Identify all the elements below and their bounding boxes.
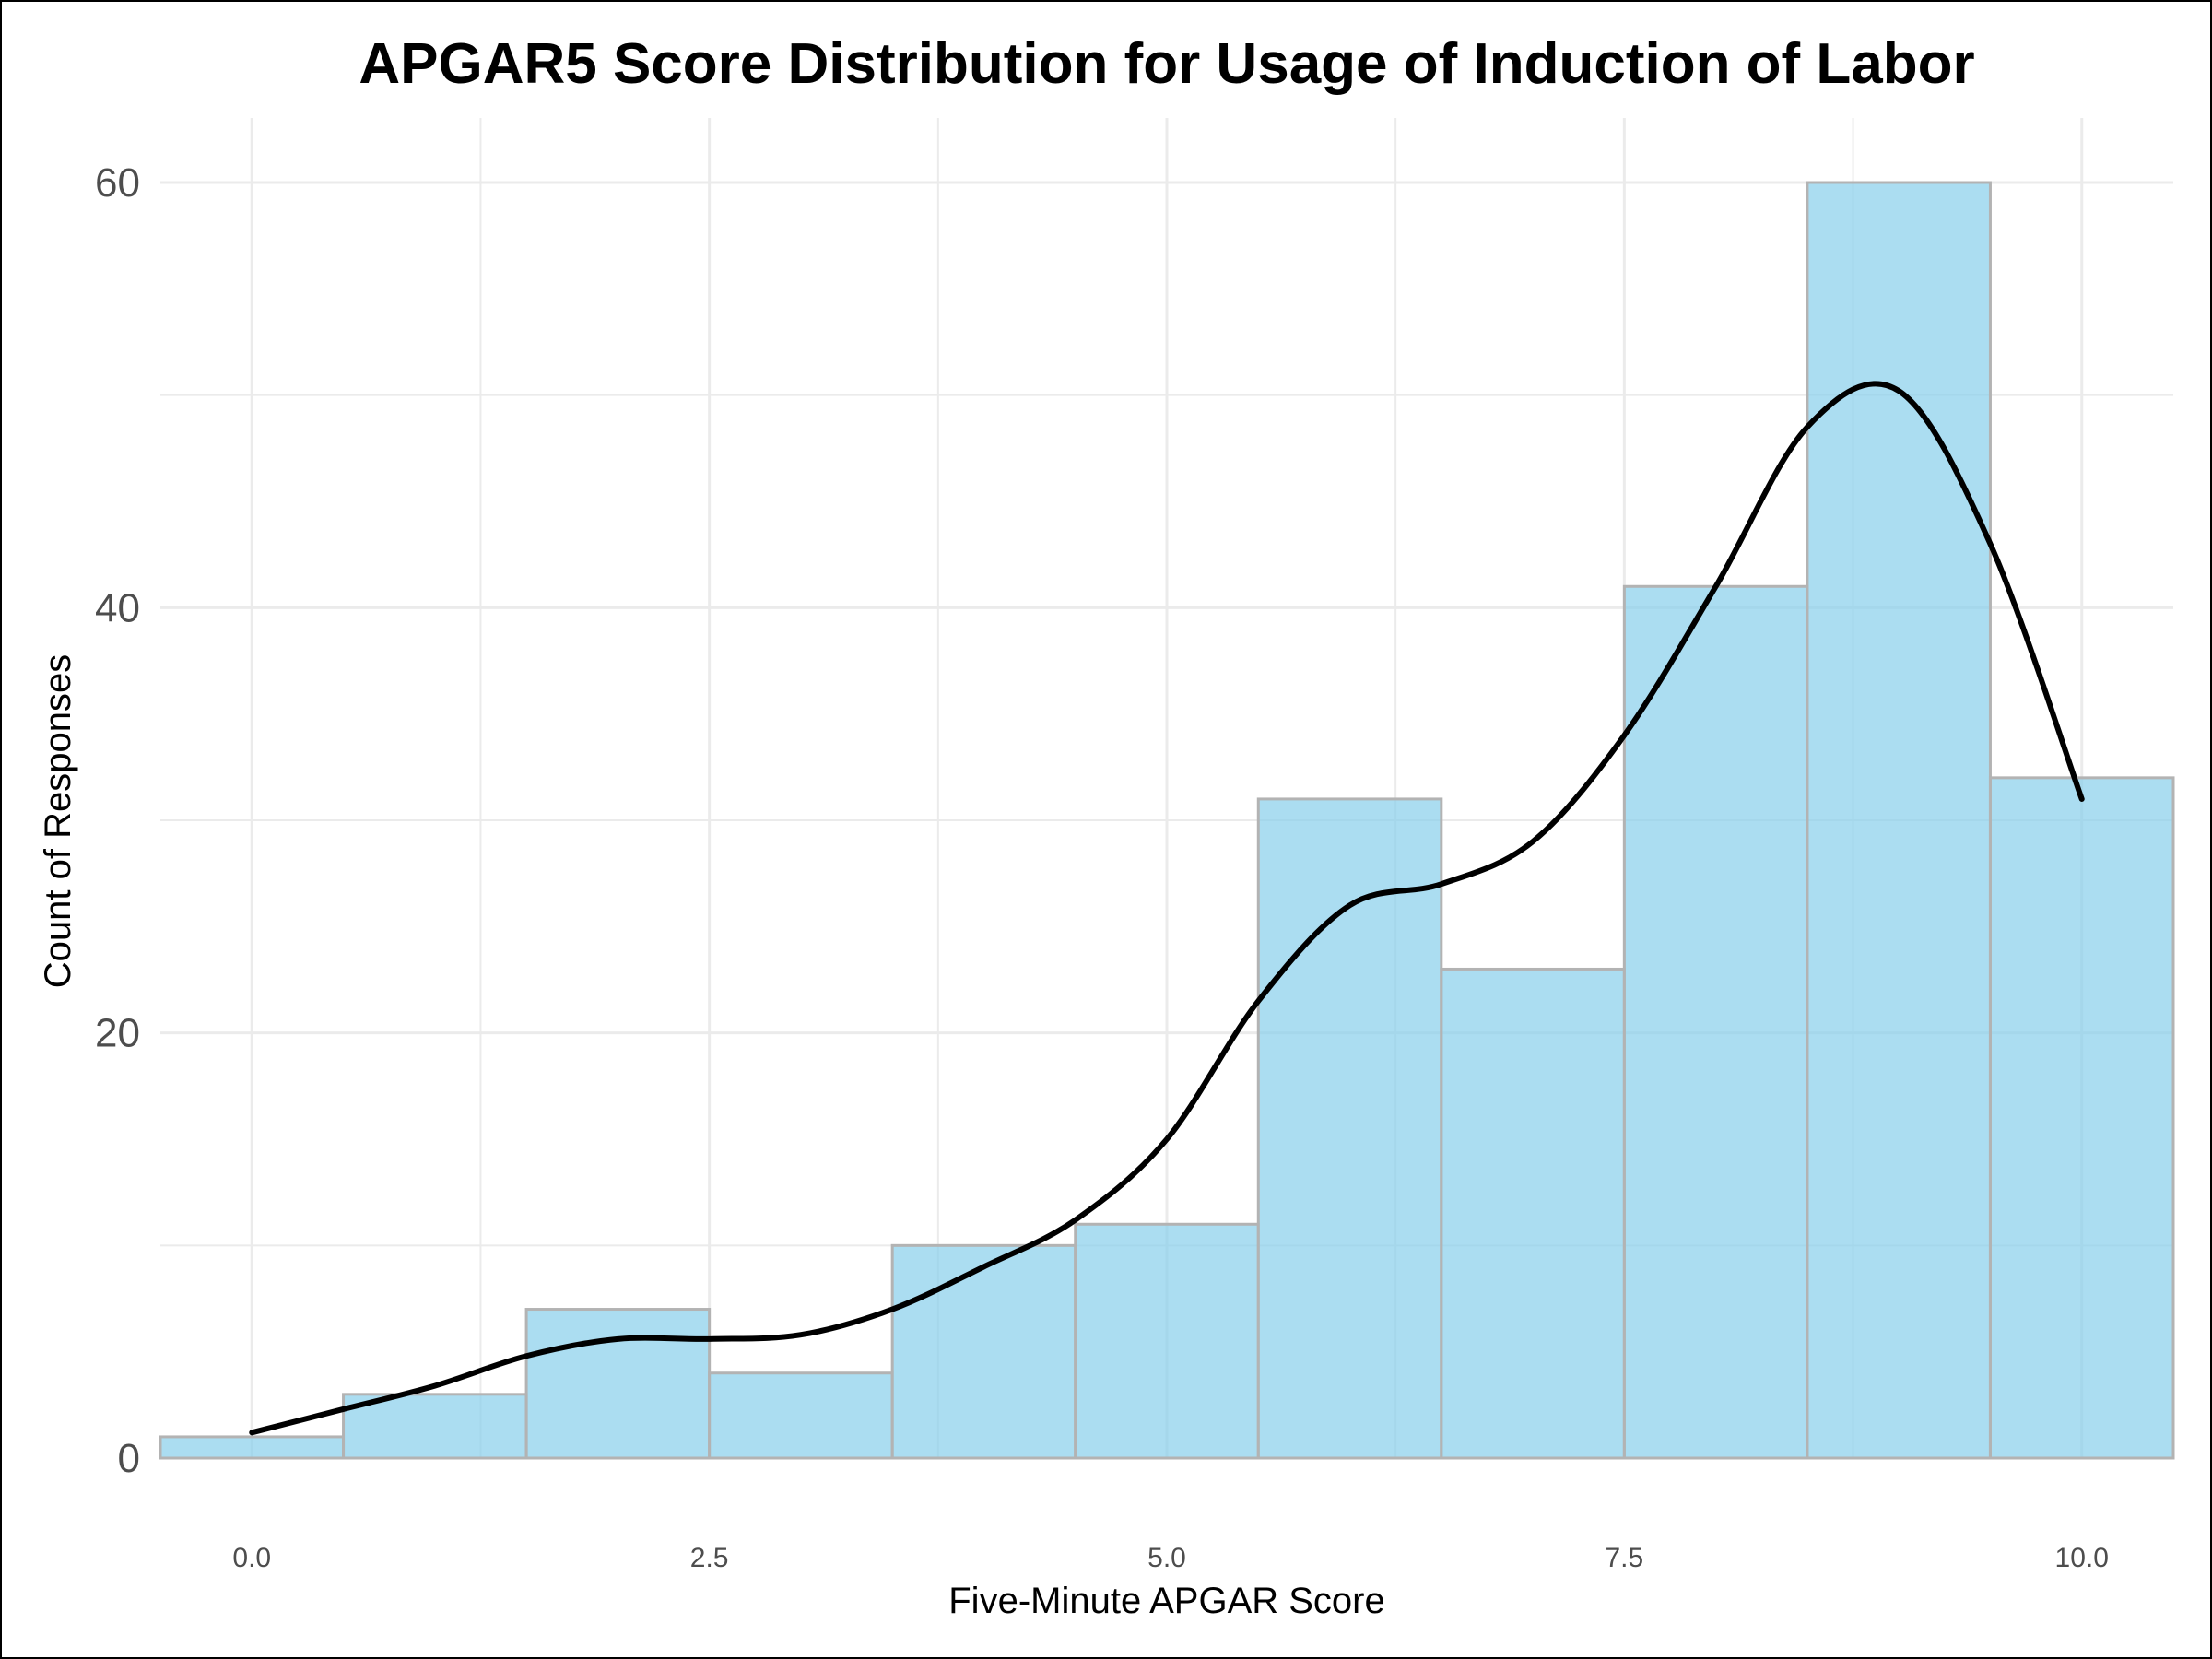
histogram-bar bbox=[890, 1243, 1077, 1460]
x-axis-title: Five-Minute APGAR Score bbox=[948, 1581, 1385, 1621]
x-tick-label: 0.0 bbox=[232, 1543, 271, 1573]
y-tick-label: 0 bbox=[118, 1436, 140, 1481]
tick-labels: 0 20 40 60 0.0 2.5 5.0 7.5 10.0 bbox=[95, 160, 2109, 1573]
x-tick-label: 7.5 bbox=[1606, 1543, 1644, 1573]
histogram-bars bbox=[159, 181, 2175, 1460]
histogram-bar bbox=[1440, 967, 1626, 1460]
chart-title: APGAR5 Score Distribution for Usage of I… bbox=[359, 32, 1974, 96]
y-tick-label: 40 bbox=[95, 585, 140, 630]
density-curve bbox=[249, 381, 2085, 1436]
histogram-bar bbox=[1988, 776, 2175, 1460]
histogram-bar bbox=[159, 1435, 346, 1460]
histogram-bar bbox=[1256, 797, 1443, 1460]
y-tick-label: 20 bbox=[95, 1011, 140, 1056]
histogram-bar bbox=[1806, 181, 1992, 1460]
y-axis-title: Count of Responses bbox=[38, 654, 78, 988]
histogram-bar bbox=[1622, 584, 1809, 1460]
x-tick-label: 5.0 bbox=[1147, 1543, 1186, 1573]
histogram-bar bbox=[708, 1371, 894, 1460]
histogram-bar bbox=[1074, 1222, 1260, 1460]
x-tick-label: 10.0 bbox=[2055, 1543, 2109, 1573]
histogram-bar bbox=[524, 1308, 712, 1460]
histogram-bar bbox=[342, 1393, 528, 1460]
y-tick-label: 60 bbox=[95, 160, 140, 206]
density-curve-layer bbox=[249, 381, 2085, 1436]
x-tick-label: 2.5 bbox=[690, 1543, 729, 1573]
